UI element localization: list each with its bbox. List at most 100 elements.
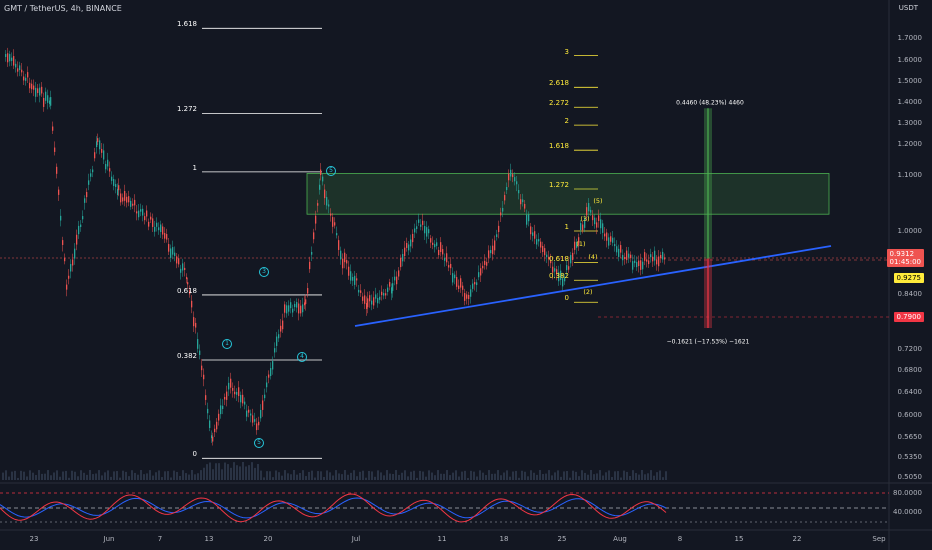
volume-bar	[473, 471, 475, 480]
volume-bar	[518, 477, 520, 480]
volume-bar	[245, 466, 247, 480]
candle-body	[68, 275, 70, 279]
volume-bar	[584, 472, 586, 480]
candle-body	[658, 256, 660, 267]
oscillator-tick-label: 80.0000	[893, 489, 922, 497]
candle-body	[47, 95, 49, 103]
candle-body	[126, 196, 128, 203]
candle-body	[238, 387, 240, 397]
volume-bar	[413, 470, 415, 480]
volume-bar	[98, 470, 100, 480]
candle-body	[29, 82, 31, 89]
candle-body	[498, 225, 500, 233]
candle-body	[566, 265, 568, 271]
candle-body	[480, 268, 482, 276]
volume-bar	[335, 470, 337, 480]
volume-bar	[350, 472, 352, 480]
price-tick-label: 1.3000	[897, 119, 923, 127]
candle-body	[468, 294, 470, 300]
candle-body	[122, 197, 124, 202]
volume-bar	[347, 474, 349, 480]
volume-bar	[314, 477, 316, 480]
volume-bar	[179, 475, 181, 480]
candle-body	[212, 436, 214, 442]
candle-body	[13, 56, 15, 66]
volume-bar	[131, 470, 133, 480]
candle-body	[226, 391, 228, 400]
candle-body	[197, 339, 199, 349]
volume-bar	[86, 474, 88, 480]
volume-bar	[581, 470, 583, 480]
volume-bar	[359, 471, 361, 480]
candle-body	[152, 218, 154, 227]
candle-body	[31, 83, 33, 90]
volume-bar	[569, 477, 571, 480]
candle-body	[74, 248, 76, 259]
volume-bar	[593, 474, 595, 480]
volume-bar	[443, 473, 445, 480]
candle-body	[224, 396, 226, 400]
volume-bar	[8, 476, 10, 480]
volume-bar	[365, 477, 367, 480]
candle-body	[532, 232, 534, 236]
candle-body	[199, 350, 201, 355]
candle-body	[150, 216, 152, 220]
volume-bar	[191, 470, 193, 480]
volume-bar	[608, 470, 610, 480]
fib-left-label: 1.618	[176, 20, 197, 29]
volume-bar	[164, 471, 166, 480]
volume-bar	[575, 471, 577, 480]
candle-body	[352, 276, 354, 281]
volume-bar	[404, 470, 406, 480]
candle-body	[524, 203, 526, 209]
candle-body	[424, 226, 426, 234]
candle-body	[572, 252, 574, 261]
candle-body	[252, 415, 254, 423]
date-tick-label: 7	[157, 535, 163, 543]
volume-bar	[50, 475, 52, 480]
candle-body	[270, 368, 272, 376]
candle-body	[336, 233, 338, 236]
candle-body	[508, 173, 510, 181]
volume-bar	[545, 473, 547, 480]
candle-body	[420, 224, 422, 227]
price-tag-secondary: 0.9275	[893, 273, 924, 283]
volume-bar	[446, 470, 448, 480]
candle-body	[442, 249, 444, 255]
price-tick-label: 1.5000	[897, 77, 923, 85]
candle-body	[5, 54, 7, 57]
volume-bar	[140, 470, 142, 480]
candle-body	[362, 296, 364, 301]
candle-body	[448, 265, 450, 268]
candle-body	[174, 252, 176, 257]
candle-body	[522, 199, 524, 203]
candle-body	[472, 283, 474, 289]
volume-bar	[113, 471, 115, 480]
candle-body	[240, 394, 242, 403]
volume-bar	[176, 471, 178, 480]
candle-body	[52, 126, 54, 131]
corrective-wave-label: (5)	[593, 197, 603, 205]
volume-bar	[533, 472, 535, 480]
candle-body	[193, 317, 195, 327]
volume-bar	[479, 470, 481, 480]
candle-body	[494, 240, 496, 251]
date-tick-label: 13	[204, 535, 214, 543]
candle-body	[203, 374, 205, 380]
volume-bar	[467, 477, 469, 480]
candle-body	[107, 159, 109, 167]
candle-body	[328, 204, 330, 207]
candle-body	[389, 282, 391, 287]
volume-bar	[599, 470, 601, 480]
candle-body	[596, 222, 598, 228]
candle-body	[606, 232, 608, 241]
volume-bar	[515, 470, 517, 480]
candle-body	[618, 248, 620, 257]
candle-body	[394, 276, 396, 281]
price-tick-label: 0.5050	[897, 473, 923, 481]
candle-body	[542, 245, 544, 253]
candle-body	[209, 420, 211, 428]
candle-body	[96, 141, 98, 148]
candle-body	[470, 289, 472, 297]
